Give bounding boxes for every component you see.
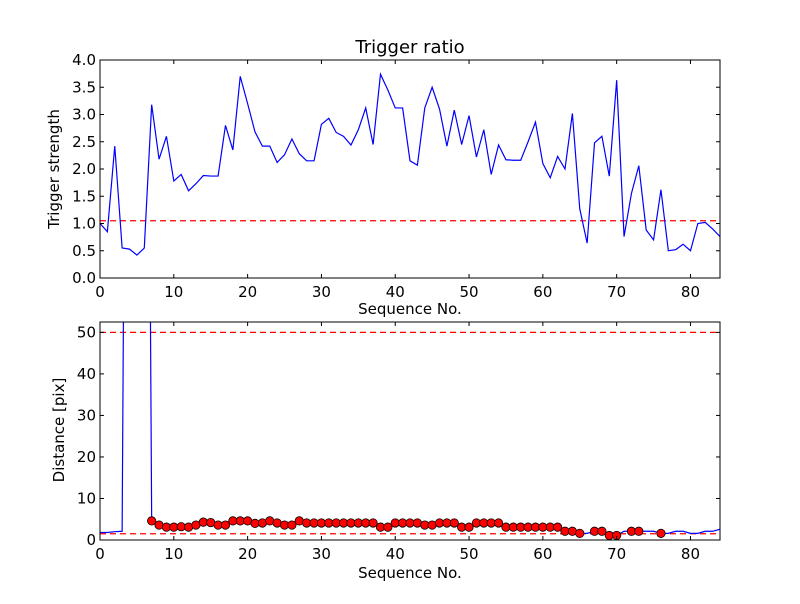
axes-frame — [99, 321, 721, 541]
data-point-marker — [220, 520, 231, 530]
x-tick-label: 50 — [460, 283, 479, 301]
data-point-marker — [368, 518, 378, 528]
x-tick-label: 20 — [238, 545, 257, 563]
data-point-marker — [383, 522, 393, 532]
x-tick-label: 10 — [164, 283, 183, 301]
x-tick-label: 20 — [238, 283, 257, 301]
plot-area — [100, 322, 720, 540]
y-tick-label: 3.0 — [72, 106, 96, 124]
x-tick-label: 10 — [164, 545, 183, 563]
data-point-marker — [449, 518, 459, 528]
y-tick-label: 0 — [86, 531, 96, 549]
x-tick-label: 40 — [386, 283, 405, 301]
data-point-marker — [656, 528, 666, 538]
y-tick-label: 10 — [77, 489, 96, 507]
x-tick-label: 80 — [681, 283, 700, 301]
x-tick-label: 30 — [312, 545, 331, 563]
data-point-marker — [597, 526, 607, 536]
distance-panel: Sequence No. Distance [pix] 0 10 20 30 40 50 6… — [50, 321, 721, 582]
x-tick-label: 60 — [533, 283, 552, 301]
x-axis-label: Sequence No. — [358, 564, 462, 582]
y-tick-label: 4.0 — [72, 51, 96, 69]
y-tick-label: 20 — [77, 448, 96, 466]
x-tick-label: 70 — [607, 283, 626, 301]
trigger-ratio-panel: Trigger ratio Sequence No. Trigger stren… — [45, 37, 721, 318]
y-axis-label: Distance [pix] — [50, 378, 68, 483]
x-tick-label: 70 — [607, 545, 626, 563]
y-tick-label: 0.0 — [72, 269, 96, 287]
plot-area — [100, 71, 720, 256]
data-point-marker — [493, 518, 504, 528]
data-point-marker — [464, 522, 474, 532]
x-tick-label: 0 — [95, 283, 105, 301]
data-point-marker — [553, 522, 563, 532]
y-tick-label: 2.0 — [72, 160, 96, 178]
y-tick-label: 0.5 — [72, 242, 96, 260]
y-tick-label: 1.5 — [72, 187, 96, 205]
data-point-marker — [575, 528, 585, 538]
chart-title: Trigger ratio — [354, 37, 464, 58]
data-series-line — [100, 71, 720, 256]
y-tick-label: 40 — [77, 365, 96, 383]
y-tick-label: 30 — [77, 406, 96, 424]
data-point-marker — [287, 520, 297, 530]
y-tick-label: 1.0 — [72, 215, 96, 233]
x-axis-label: Sequence No. — [358, 300, 462, 318]
y-tick-label: 2.5 — [72, 133, 96, 151]
data-point-marker — [634, 526, 644, 536]
y-tick-label: 3.5 — [72, 78, 96, 96]
x-tick-label: 50 — [460, 545, 479, 563]
data-point-marker — [147, 516, 157, 526]
x-tick-label: 0 — [95, 545, 105, 563]
x-tick-label: 30 — [312, 283, 331, 301]
x-tick-label: 40 — [386, 545, 405, 563]
x-tick-label: 60 — [533, 545, 552, 563]
y-tick-label: 50 — [77, 323, 96, 341]
x-tick-label: 80 — [681, 545, 700, 563]
y-axis-label: Trigger strength — [45, 109, 63, 230]
